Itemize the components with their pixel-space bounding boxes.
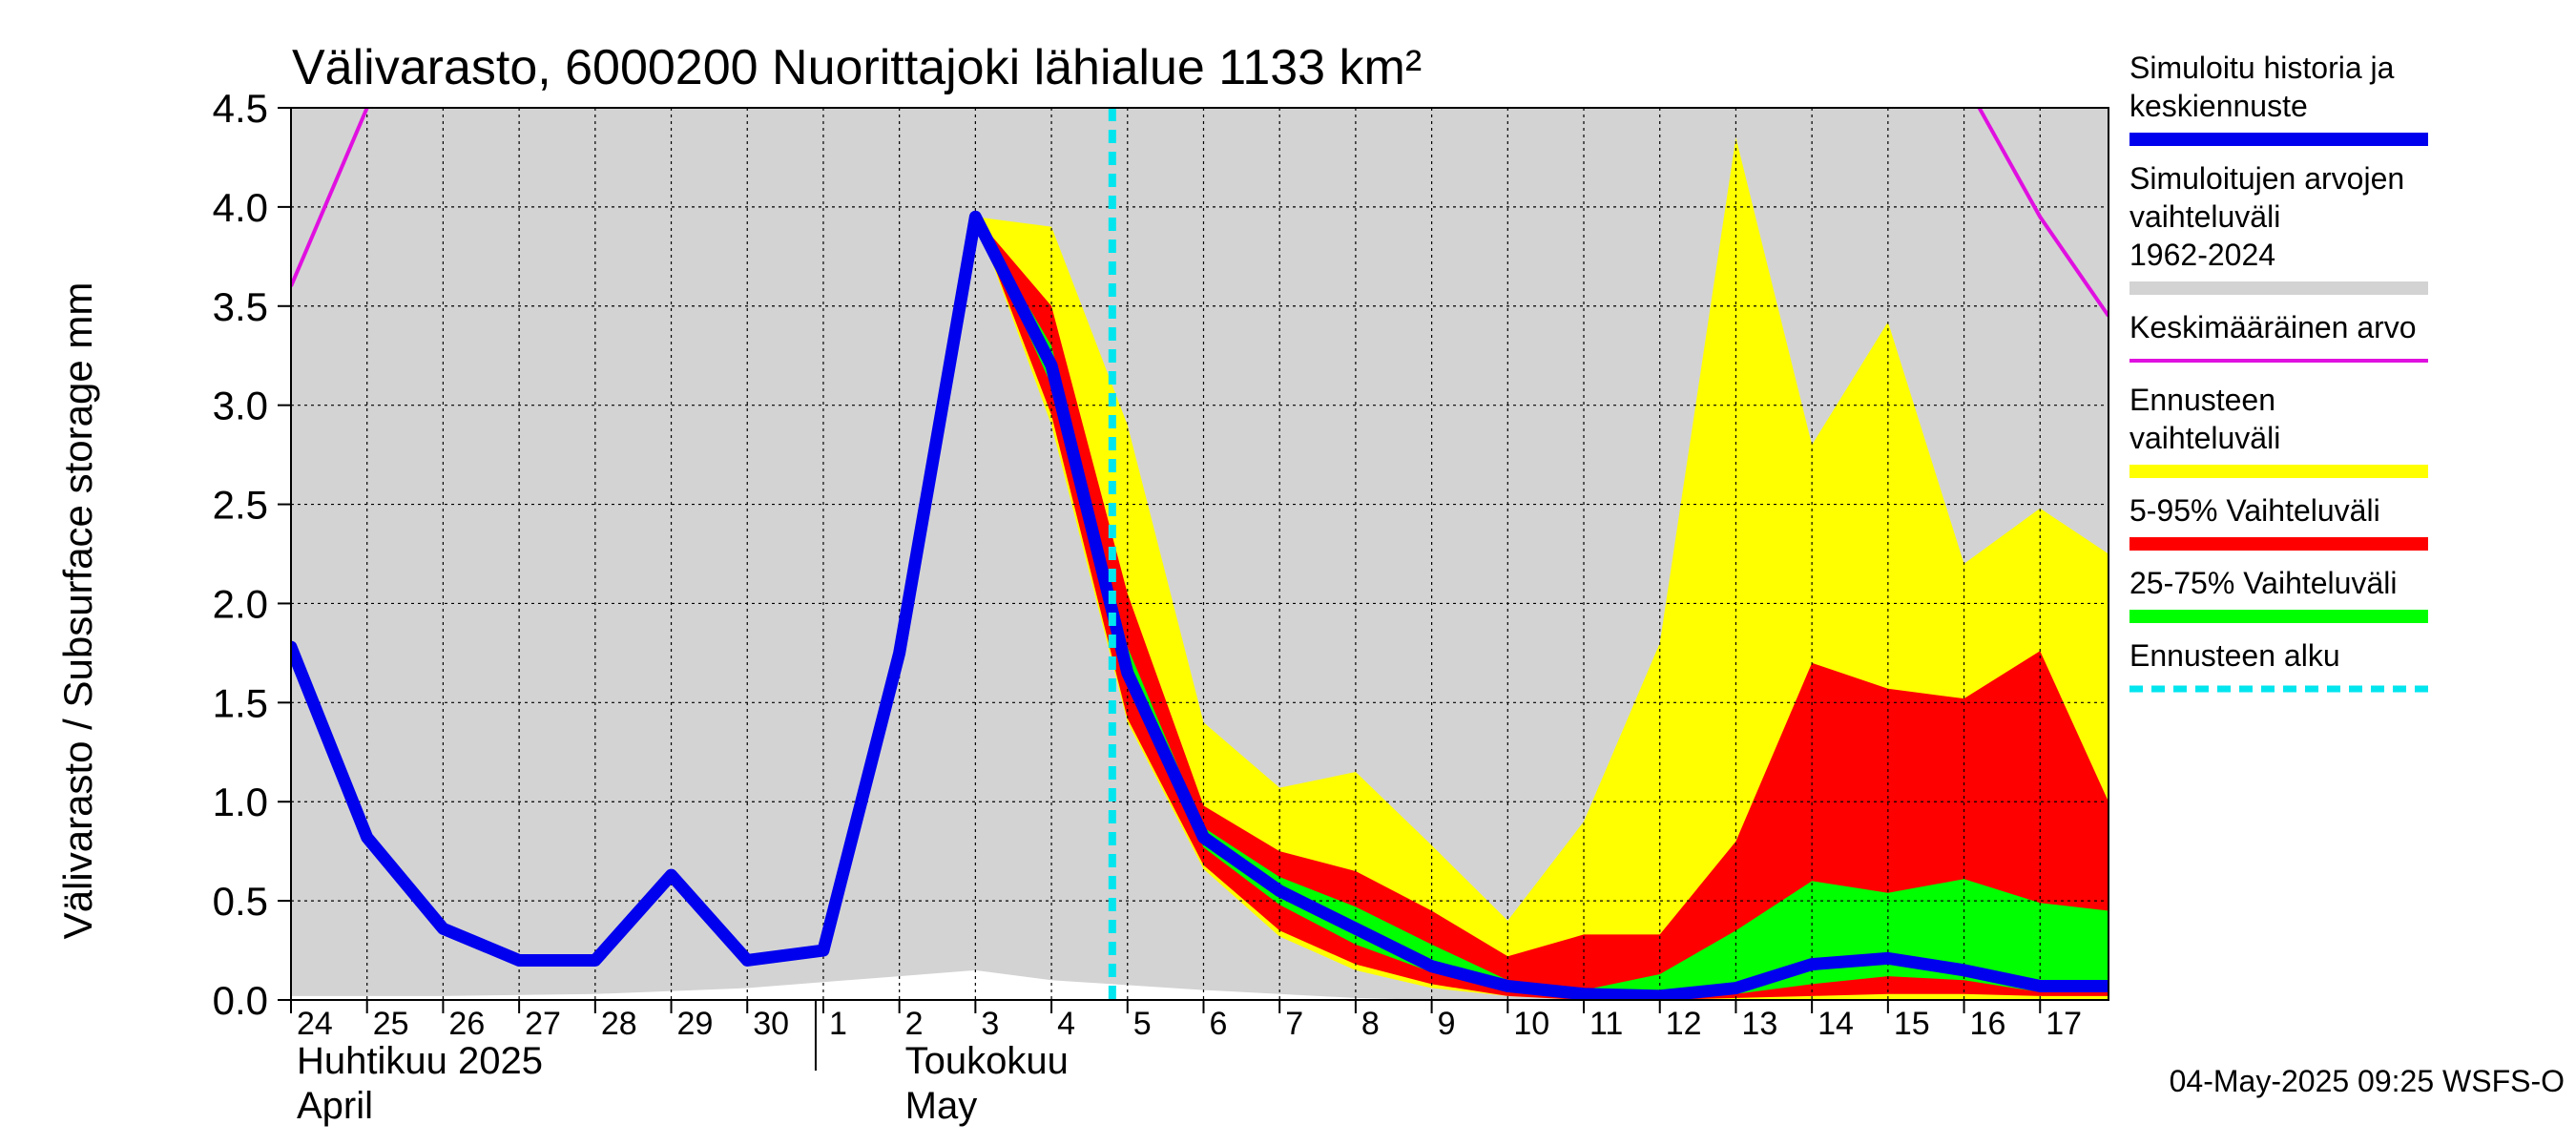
plot-area [291, 108, 2109, 1000]
legend-label-4-line-0: 5-95% Vaihteluväli [2129, 493, 2380, 528]
x-tick-label-22: 16 [1970, 1006, 2006, 1042]
x-tick-label-8: 2 [905, 1006, 924, 1042]
axes: 0.00.51.01.52.02.53.03.54.04.524 25 26 27 28… [213, 86, 2109, 1127]
x-tick-label-12: 6 [1209, 1006, 1227, 1042]
x-tick-label-9: 3 [981, 1006, 999, 1042]
x-tick-label-19: 13 [1741, 1006, 1777, 1042]
y-tick-label-8: 4.0 [213, 185, 268, 230]
x-tick-label-6: 30 [753, 1006, 789, 1042]
x-tick-label-14: 8 [1361, 1006, 1380, 1042]
legend-label-1-line-1: vaihteluväli [2129, 199, 2280, 234]
x-tick-label-7: 1 [829, 1006, 847, 1042]
x-tick-label-10: 4 [1057, 1006, 1075, 1042]
month-label-fi-0: Huhtikuu 2025 [297, 1040, 543, 1082]
legend-label-2-line-0: Keskimääräinen arvo [2129, 310, 2417, 344]
legend-label-1-line-0: Simuloitujen arvojen [2129, 161, 2404, 196]
p5-95-band [975, 217, 2109, 1000]
y-tick-label-1: 0.5 [213, 879, 268, 924]
x-tick-label-18: 12 [1666, 1006, 1702, 1042]
x-tick-label-1: 25 [373, 1006, 409, 1042]
x-tick-label-13: 7 [1285, 1006, 1303, 1042]
y-tick-label-0: 0.0 [213, 978, 268, 1023]
y-tick-label-6: 3.0 [213, 384, 268, 428]
timestamp: 04-May-2025 09:25 WSFS-O [2170, 1064, 2565, 1098]
x-tick-label-0: 24 [297, 1006, 333, 1042]
x-tick-label-5: 29 [677, 1006, 714, 1042]
chart-title: Välivarasto, 6000200 Nuorittajoki lähial… [292, 40, 1422, 95]
x-tick-label-16: 10 [1513, 1006, 1549, 1042]
legend: Simuloitu historia ja keskiennuste Simuloi… [2129, 51, 2428, 693]
y-tick-label-2: 1.0 [213, 780, 268, 824]
legend-label-6-line-0: Ennusteen alku [2129, 638, 2340, 673]
y-tick-label-3: 1.5 [213, 680, 268, 725]
p25-75-band [975, 217, 2109, 998]
legend-label-1-line-2: 1962-2024 [2129, 238, 2275, 272]
x-tick-label-23: 17 [2046, 1006, 2082, 1042]
plot-layers [291, 108, 2109, 1000]
legend-label-3-line-1: vaihteluväli [2129, 421, 2280, 455]
x-tick-label-3: 27 [525, 1006, 561, 1042]
plot-frame [290, 107, 2109, 1001]
y-axis-label: Välivarasto / Subsurface storage mm [55, 282, 100, 940]
legend-label-3-line-0: Ennusteen [2129, 383, 2275, 417]
y-tick-label-4: 2.0 [213, 581, 268, 626]
legend-label-0-line-0: Simuloitu historia ja [2129, 51, 2395, 85]
average-line-0 [291, 108, 369, 287]
y-tick-label-7: 3.5 [213, 284, 268, 329]
x-tick-label-17: 11 [1589, 1006, 1623, 1042]
x-tick-label-2: 26 [448, 1006, 485, 1042]
y-tick-label-9: 4.5 [213, 86, 268, 131]
month-label-fi-1: Toukokuu [905, 1040, 1069, 1082]
y-tick-label-5: 2.5 [213, 483, 268, 528]
x-tick-label-4: 28 [601, 1006, 637, 1042]
x-tick-label-15: 9 [1438, 1006, 1456, 1042]
x-tick-label-11: 5 [1133, 1006, 1152, 1042]
legend-label-0-line-1: keskiennuste [2129, 89, 2308, 123]
month-label-en-1: May [905, 1085, 978, 1127]
average-line-1 [1977, 108, 2109, 318]
legend-label-5-line-0: 25-75% Vaihteluväli [2129, 566, 2397, 600]
month-label-en-0: April [297, 1085, 373, 1127]
median-line [291, 210, 2109, 1000]
x-tick-label-21: 15 [1894, 1006, 1930, 1042]
x-tick-label-20: 14 [1818, 1006, 1854, 1042]
